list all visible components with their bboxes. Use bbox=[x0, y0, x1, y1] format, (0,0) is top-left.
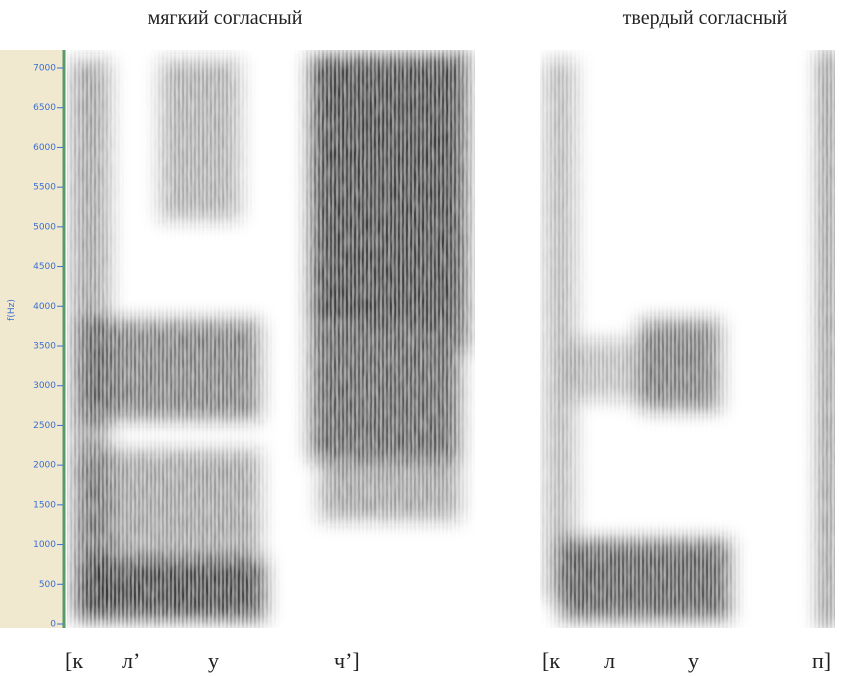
y-tick-label: 6000 bbox=[33, 143, 56, 153]
y-tick-label: 3500 bbox=[33, 342, 56, 352]
y-tick-label: 500 bbox=[39, 580, 56, 590]
segment-label: у bbox=[208, 648, 219, 673]
y-tick-label: 4000 bbox=[33, 302, 56, 312]
segment-label: л’ bbox=[122, 648, 140, 673]
y-tick-label: 0 bbox=[50, 620, 56, 630]
y-tick-label: 4500 bbox=[33, 262, 56, 272]
y-tick-label: 7000 bbox=[33, 64, 56, 74]
segment-label: л bbox=[604, 648, 615, 673]
segment-label: п] bbox=[812, 648, 831, 673]
panel-title: твердый согласный bbox=[623, 7, 788, 29]
spectrogram-hard bbox=[540, 50, 835, 628]
panel-title: мягкий согласный bbox=[148, 7, 303, 29]
y-tick-label: 5000 bbox=[33, 222, 56, 232]
y-tick-label: 2500 bbox=[33, 421, 56, 431]
spectrogram-soft bbox=[67, 50, 475, 628]
segment-label: [к bbox=[65, 648, 83, 673]
segment-label: у bbox=[688, 648, 699, 673]
y-tick-label: 5500 bbox=[33, 183, 56, 193]
axis-label: f(Hz) bbox=[7, 299, 17, 321]
y-tick-label: 1500 bbox=[33, 500, 56, 510]
segment-label: ч’] bbox=[334, 648, 360, 673]
segment-label: [к bbox=[542, 648, 560, 673]
y-tick-label: 2000 bbox=[33, 461, 56, 471]
y-tick-label: 6500 bbox=[33, 103, 56, 113]
y-tick-label: 1000 bbox=[33, 540, 56, 550]
axis-strip bbox=[0, 50, 64, 628]
y-tick-label: 3000 bbox=[33, 381, 56, 391]
